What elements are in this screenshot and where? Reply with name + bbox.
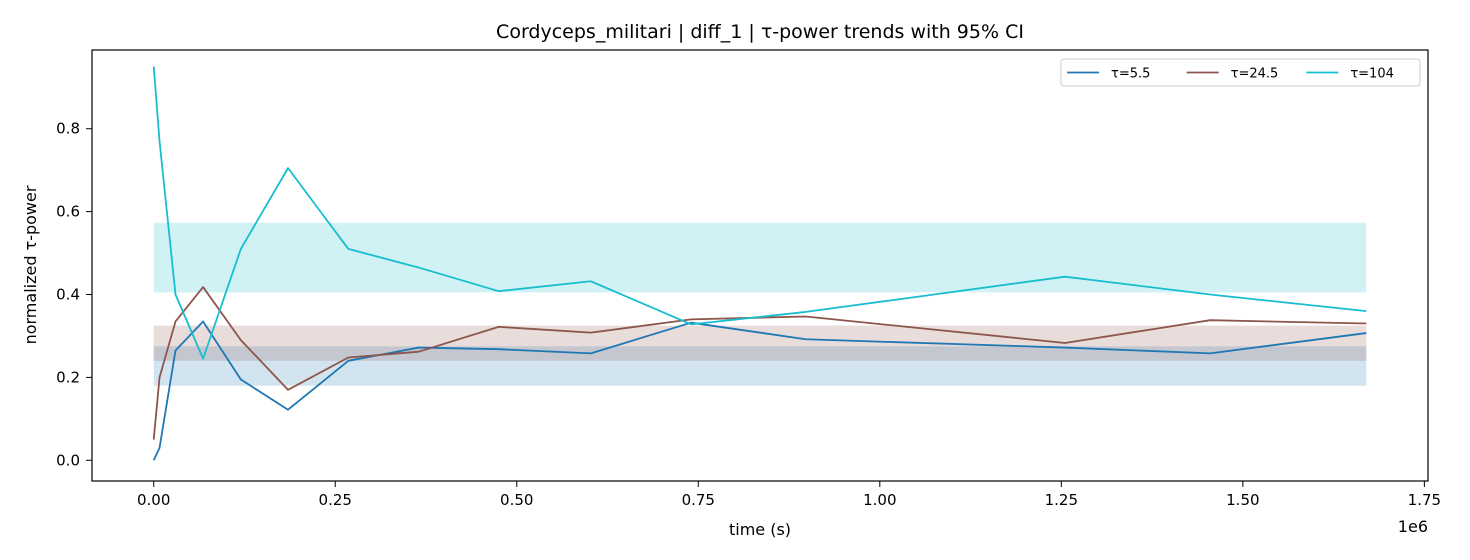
series-lines <box>152 66 1367 461</box>
x-tick-label: 0.00 <box>137 491 170 509</box>
y-axis-label: normalized τ-power <box>21 185 40 344</box>
legend-label-1: τ=24.5 <box>1231 67 1279 82</box>
series-line-0 <box>152 320 1367 461</box>
y-axis: 0.0 0.2 0.4 0.6 0.8 <box>56 120 92 469</box>
x-tick-label: 0.75 <box>682 491 715 509</box>
x-tick-label: 0.50 <box>500 491 533 509</box>
legend: τ=5.5 τ=24.5 τ=104 <box>1060 58 1421 87</box>
y-tick-label: 0.0 <box>56 451 80 469</box>
plot-frame <box>91 49 1429 482</box>
ci-band-2 <box>153 222 1367 293</box>
series-line-1 <box>152 286 1367 440</box>
y-tick-label: 0.4 <box>56 286 80 304</box>
ci-bands <box>153 222 1367 386</box>
y-tick-label: 0.2 <box>56 368 80 386</box>
x-tick-label: 1.50 <box>1226 491 1259 509</box>
x-tick-label: 0.25 <box>319 491 352 509</box>
x-axis-offset: 1e6 <box>1398 517 1428 536</box>
x-tick-label: 1.25 <box>1045 491 1078 509</box>
series-line-2 <box>152 66 1367 360</box>
legend-label-2: τ=104 <box>1350 67 1394 82</box>
x-tick-label: 1.75 <box>1408 491 1441 509</box>
chart-title: Cordyceps_militari | diff_1 | τ-power tr… <box>496 21 1024 43</box>
ci-band-0 <box>153 346 1367 386</box>
y-tick-label: 0.6 <box>56 203 80 221</box>
legend-label-0: τ=5.5 <box>1111 67 1150 82</box>
x-tick-label: 1.00 <box>863 491 896 509</box>
legend-box <box>1060 58 1421 87</box>
x-axis-label: time (s) <box>729 520 791 539</box>
y-tick-label: 0.8 <box>56 120 80 138</box>
x-axis: 0.00 0.25 0.50 0.75 1.00 1.25 1.50 1.75 <box>137 481 1441 509</box>
ci-band-1 <box>153 325 1367 361</box>
